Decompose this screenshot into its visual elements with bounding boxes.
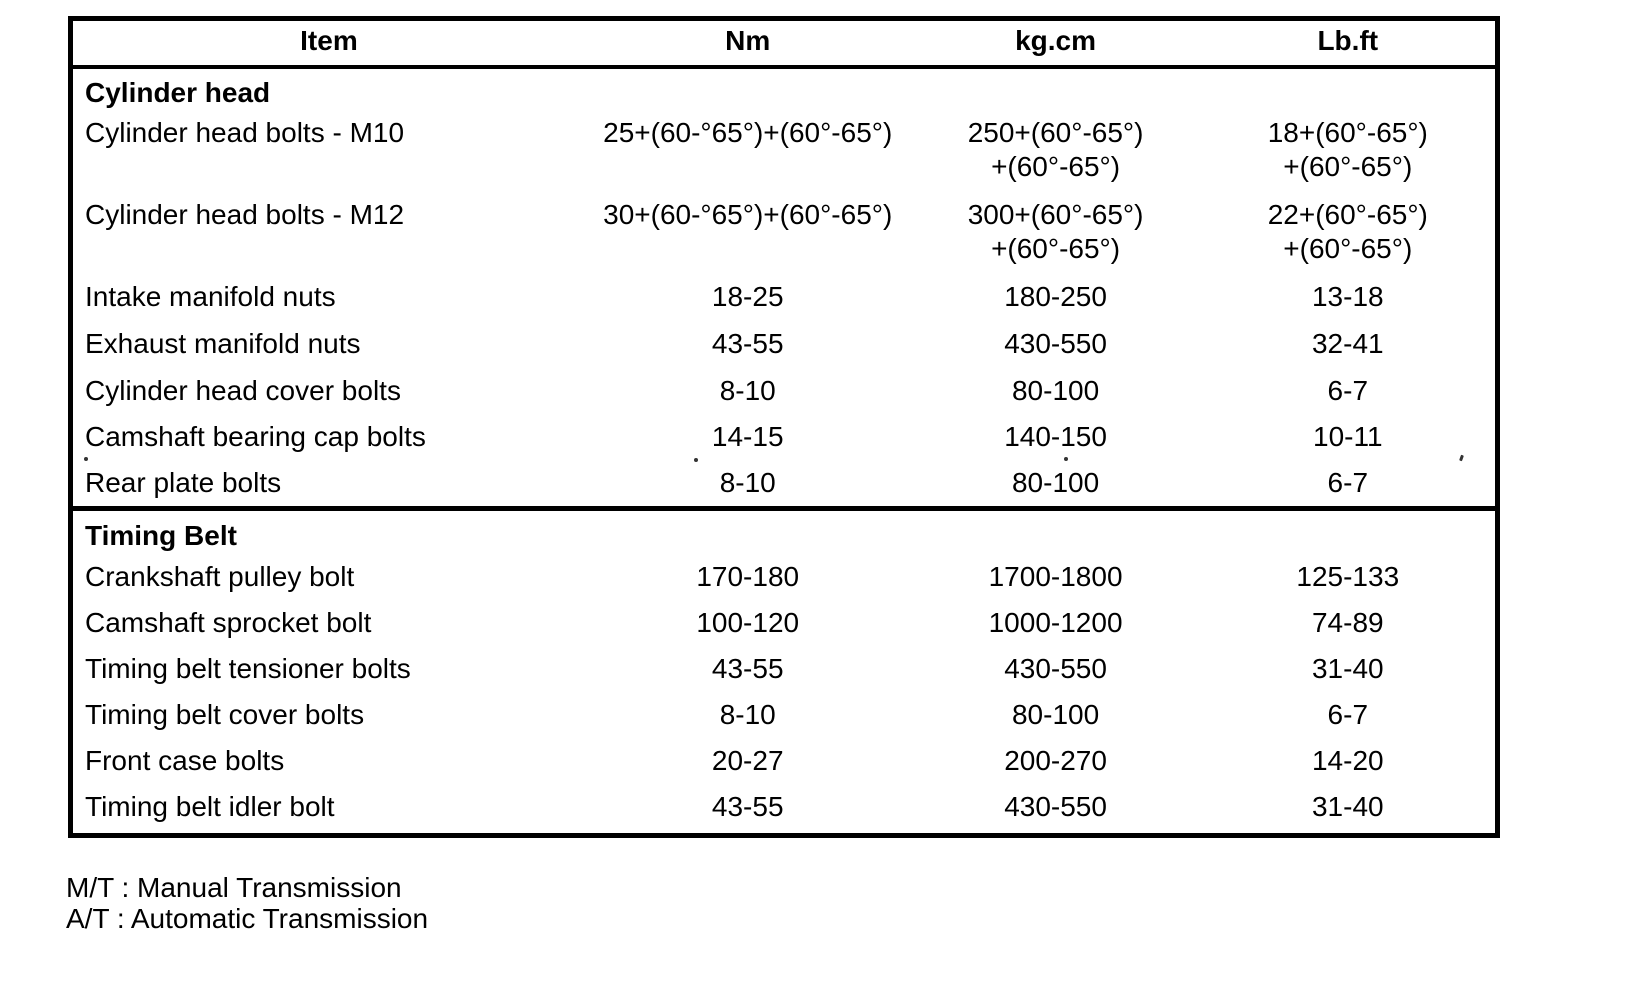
table-row: Timing belt cover bolts 8-10 80-100 6-7 — [73, 695, 1495, 741]
nm-value-cell: 18-25 — [711, 281, 784, 312]
lbft-value-cell: 125-133 — [1296, 561, 1400, 592]
lbft-value-cell: 31-40 — [1311, 653, 1384, 684]
section-title: Cylinder head — [85, 77, 271, 108]
item-cell: Cylinder head cover bolts — [85, 375, 401, 406]
table-row: Cylinder head cover bolts 8-10 80-100 6-… — [73, 371, 1495, 417]
nm-value-cell: 43-55 — [711, 328, 784, 359]
table-row: Exhaust manifold nuts 43-55 430-550 32-4… — [73, 324, 1495, 371]
item-cell: Exhaust manifold nuts — [85, 328, 361, 359]
lbft-value-cell: 32-41 — [1311, 328, 1384, 359]
kgcm-value-cell: 430-550 — [1004, 653, 1107, 684]
header-lbft: Lb.ft — [1317, 25, 1379, 56]
item-cell: Cylinder head bolts - M10 — [85, 117, 405, 148]
scan-speck — [1064, 457, 1068, 461]
kgcm-value-cell: 80-100 — [1011, 699, 1100, 730]
item-cell: Timing belt cover bolts — [85, 699, 365, 730]
header-nm: Nm — [725, 25, 771, 56]
lbft-value-cell: 22+(60°-65°) +(60°-65°) — [1267, 199, 1428, 264]
kgcm-value-cell: 1700-1800 — [988, 561, 1123, 592]
item-cell: Crankshaft pulley bolt — [85, 561, 355, 592]
item-cell: Camshaft bearing cap bolts — [85, 421, 426, 452]
lbft-value-cell: 14-20 — [1311, 745, 1384, 776]
lbft-value-cell: 31-40 — [1311, 791, 1384, 822]
kgcm-value-cell: 200-270 — [1004, 745, 1107, 776]
item-cell: Timing belt idler bolt — [85, 791, 335, 822]
footnotes: M/T : Manual Transmission A/T : Automati… — [66, 872, 428, 934]
lbft-value-cell: 6-7 — [1327, 375, 1369, 406]
scan-speck — [84, 457, 88, 461]
nm-value-cell: 25+(60-°65°)+(60°-65°) — [603, 117, 893, 148]
nm-value-cell: 8-10 — [719, 699, 776, 730]
table-row: Timing belt tensioner bolts 43-55 430-55… — [73, 649, 1495, 695]
table-row: Timing belt idler bolt 43-55 430-550 31-… — [73, 787, 1495, 833]
kgcm-value-cell: 430-550 — [1004, 328, 1107, 359]
lbft-value-cell: 74-89 — [1311, 607, 1384, 638]
kgcm-value-cell: 250+(60°-65°) +(60°-65°) — [967, 117, 1144, 182]
kgcm-value-cell: 300+(60°-65°) +(60°-65°) — [967, 199, 1144, 264]
lbft-value-cell: 6-7 — [1327, 467, 1369, 498]
nm-value-cell: 20-27 — [711, 745, 784, 776]
nm-value-cell: 170-180 — [696, 561, 800, 592]
item-cell: Timing belt tensioner bolts — [85, 653, 411, 684]
nm-value-cell: 43-55 — [711, 653, 784, 684]
lbft-value-cell: 18+(60°-65°) +(60°-65°) — [1267, 117, 1428, 182]
header-item: Item — [300, 25, 358, 56]
torque-spec-table: Item Nm kg.cm Lb.ft Cylinder head Cylind… — [68, 16, 1500, 838]
kgcm-value-cell: 80-100 — [1011, 467, 1100, 498]
table-header-row: Item Nm kg.cm Lb.ft — [73, 21, 1495, 69]
table-row: Cylinder head bolts - M10 25+(60-°65°)+(… — [73, 113, 1495, 195]
table-row: Cylinder head bolts - M12 30+(60-°65°)+(… — [73, 195, 1495, 277]
item-cell: Front case bolts — [85, 745, 285, 776]
nm-value-cell: 100-120 — [696, 607, 800, 638]
item-cell: Camshaft sprocket bolt — [85, 607, 372, 638]
lbft-value-cell: 10-11 — [1313, 421, 1383, 452]
table-row: Camshaft bearing cap bolts 14-15 140-150… — [73, 417, 1495, 463]
item-cell: Rear plate bolts — [85, 467, 282, 498]
kgcm-value-cell: 430-550 — [1004, 791, 1107, 822]
section-timing-belt: Timing Belt Crankshaft pulley bolt 170-1… — [73, 506, 1495, 833]
nm-value-cell: 14-15 — [711, 421, 784, 452]
table-row: Intake manifold nuts 18-25 180-250 13-18 — [73, 277, 1495, 324]
table-row: Front case bolts 20-27 200-270 14-20 — [73, 741, 1495, 787]
table-row: Camshaft sprocket bolt 100-120 1000-1200… — [73, 603, 1495, 649]
kgcm-value-cell: 140-150 — [1004, 421, 1107, 452]
lbft-value-cell: 6-7 — [1327, 699, 1369, 730]
section-cylinder-head: Cylinder head Cylinder head bolts - M10 … — [73, 69, 1495, 506]
nm-value-cell: 30+(60-°65°)+(60°-65°) — [603, 199, 893, 230]
nm-value-cell: 43-55 — [711, 791, 784, 822]
nm-value-cell: 8-10 — [719, 375, 776, 406]
header-kgcm: kg.cm — [1015, 25, 1097, 56]
scan-speck — [694, 458, 698, 462]
footnote-automatic-transmission: A/T : Automatic Transmission — [66, 903, 429, 934]
kgcm-value-cell: 1000-1200 — [988, 607, 1123, 638]
kgcm-value-cell: 80-100 — [1011, 375, 1100, 406]
section-title: Timing Belt — [85, 520, 237, 551]
nm-value-cell: 8-10 — [719, 467, 776, 498]
footnote-manual-transmission: M/T : Manual Transmission — [66, 872, 402, 903]
lbft-value-cell: 13-18 — [1311, 281, 1384, 312]
table-row: Crankshaft pulley bolt 170-180 1700-1800… — [73, 557, 1495, 603]
item-cell: Cylinder head bolts - M12 — [85, 199, 405, 230]
table-row: Rear plate bolts 8-10 80-100 6-7 — [73, 463, 1495, 506]
kgcm-value-cell: 180-250 — [1004, 281, 1107, 312]
item-cell: Intake manifold nuts — [85, 281, 336, 312]
